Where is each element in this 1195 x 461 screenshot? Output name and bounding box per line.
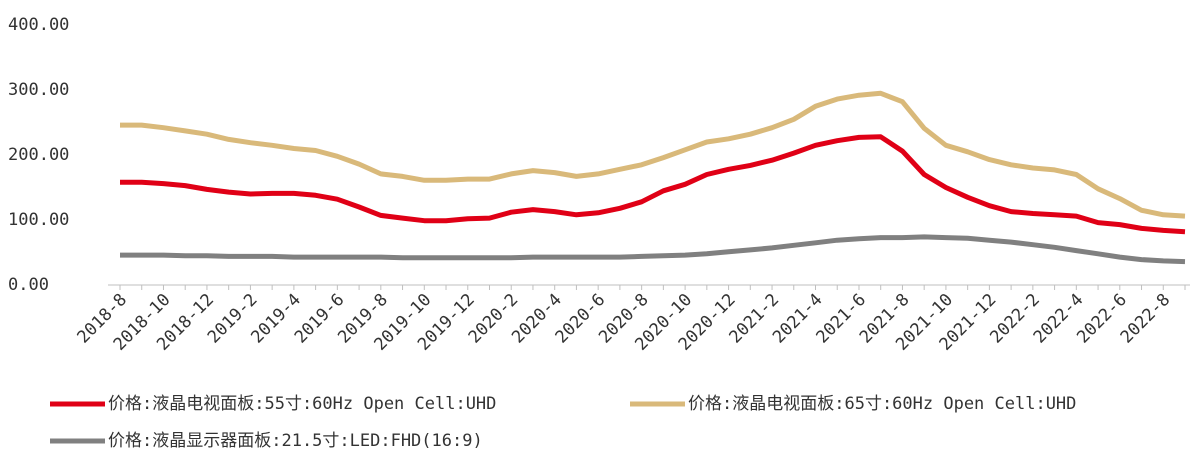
legend-label: 价格:液晶电视面板:55寸:60Hz Open Cell:UHD (108, 394, 496, 414)
y-tick-label: 200.00 (8, 145, 69, 165)
series-line (120, 234, 1186, 265)
y-tick-label: 0.00 (8, 275, 49, 295)
series-line (120, 134, 1186, 235)
legend-label: 价格:液晶电视面板:65寸:60Hz Open Cell:UHD (688, 394, 1076, 414)
x-tick-label: 2022-8 (1117, 290, 1175, 348)
y-tick-label: 400.00 (8, 15, 69, 35)
series-line (120, 90, 1186, 219)
y-tick-label: 300.00 (8, 80, 69, 100)
legend-label: 价格:液晶显示器面板:21.5寸:LED:FHD(16:9) (108, 431, 483, 451)
y-tick-label: 100.00 (8, 210, 69, 230)
